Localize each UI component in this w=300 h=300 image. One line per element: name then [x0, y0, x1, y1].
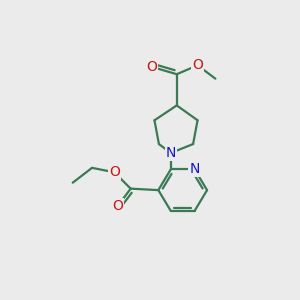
- Text: O: O: [112, 200, 123, 214]
- Text: N: N: [189, 162, 200, 176]
- Text: O: O: [192, 58, 203, 72]
- Text: O: O: [146, 60, 157, 74]
- Text: N: N: [166, 146, 176, 160]
- Text: O: O: [109, 165, 120, 179]
